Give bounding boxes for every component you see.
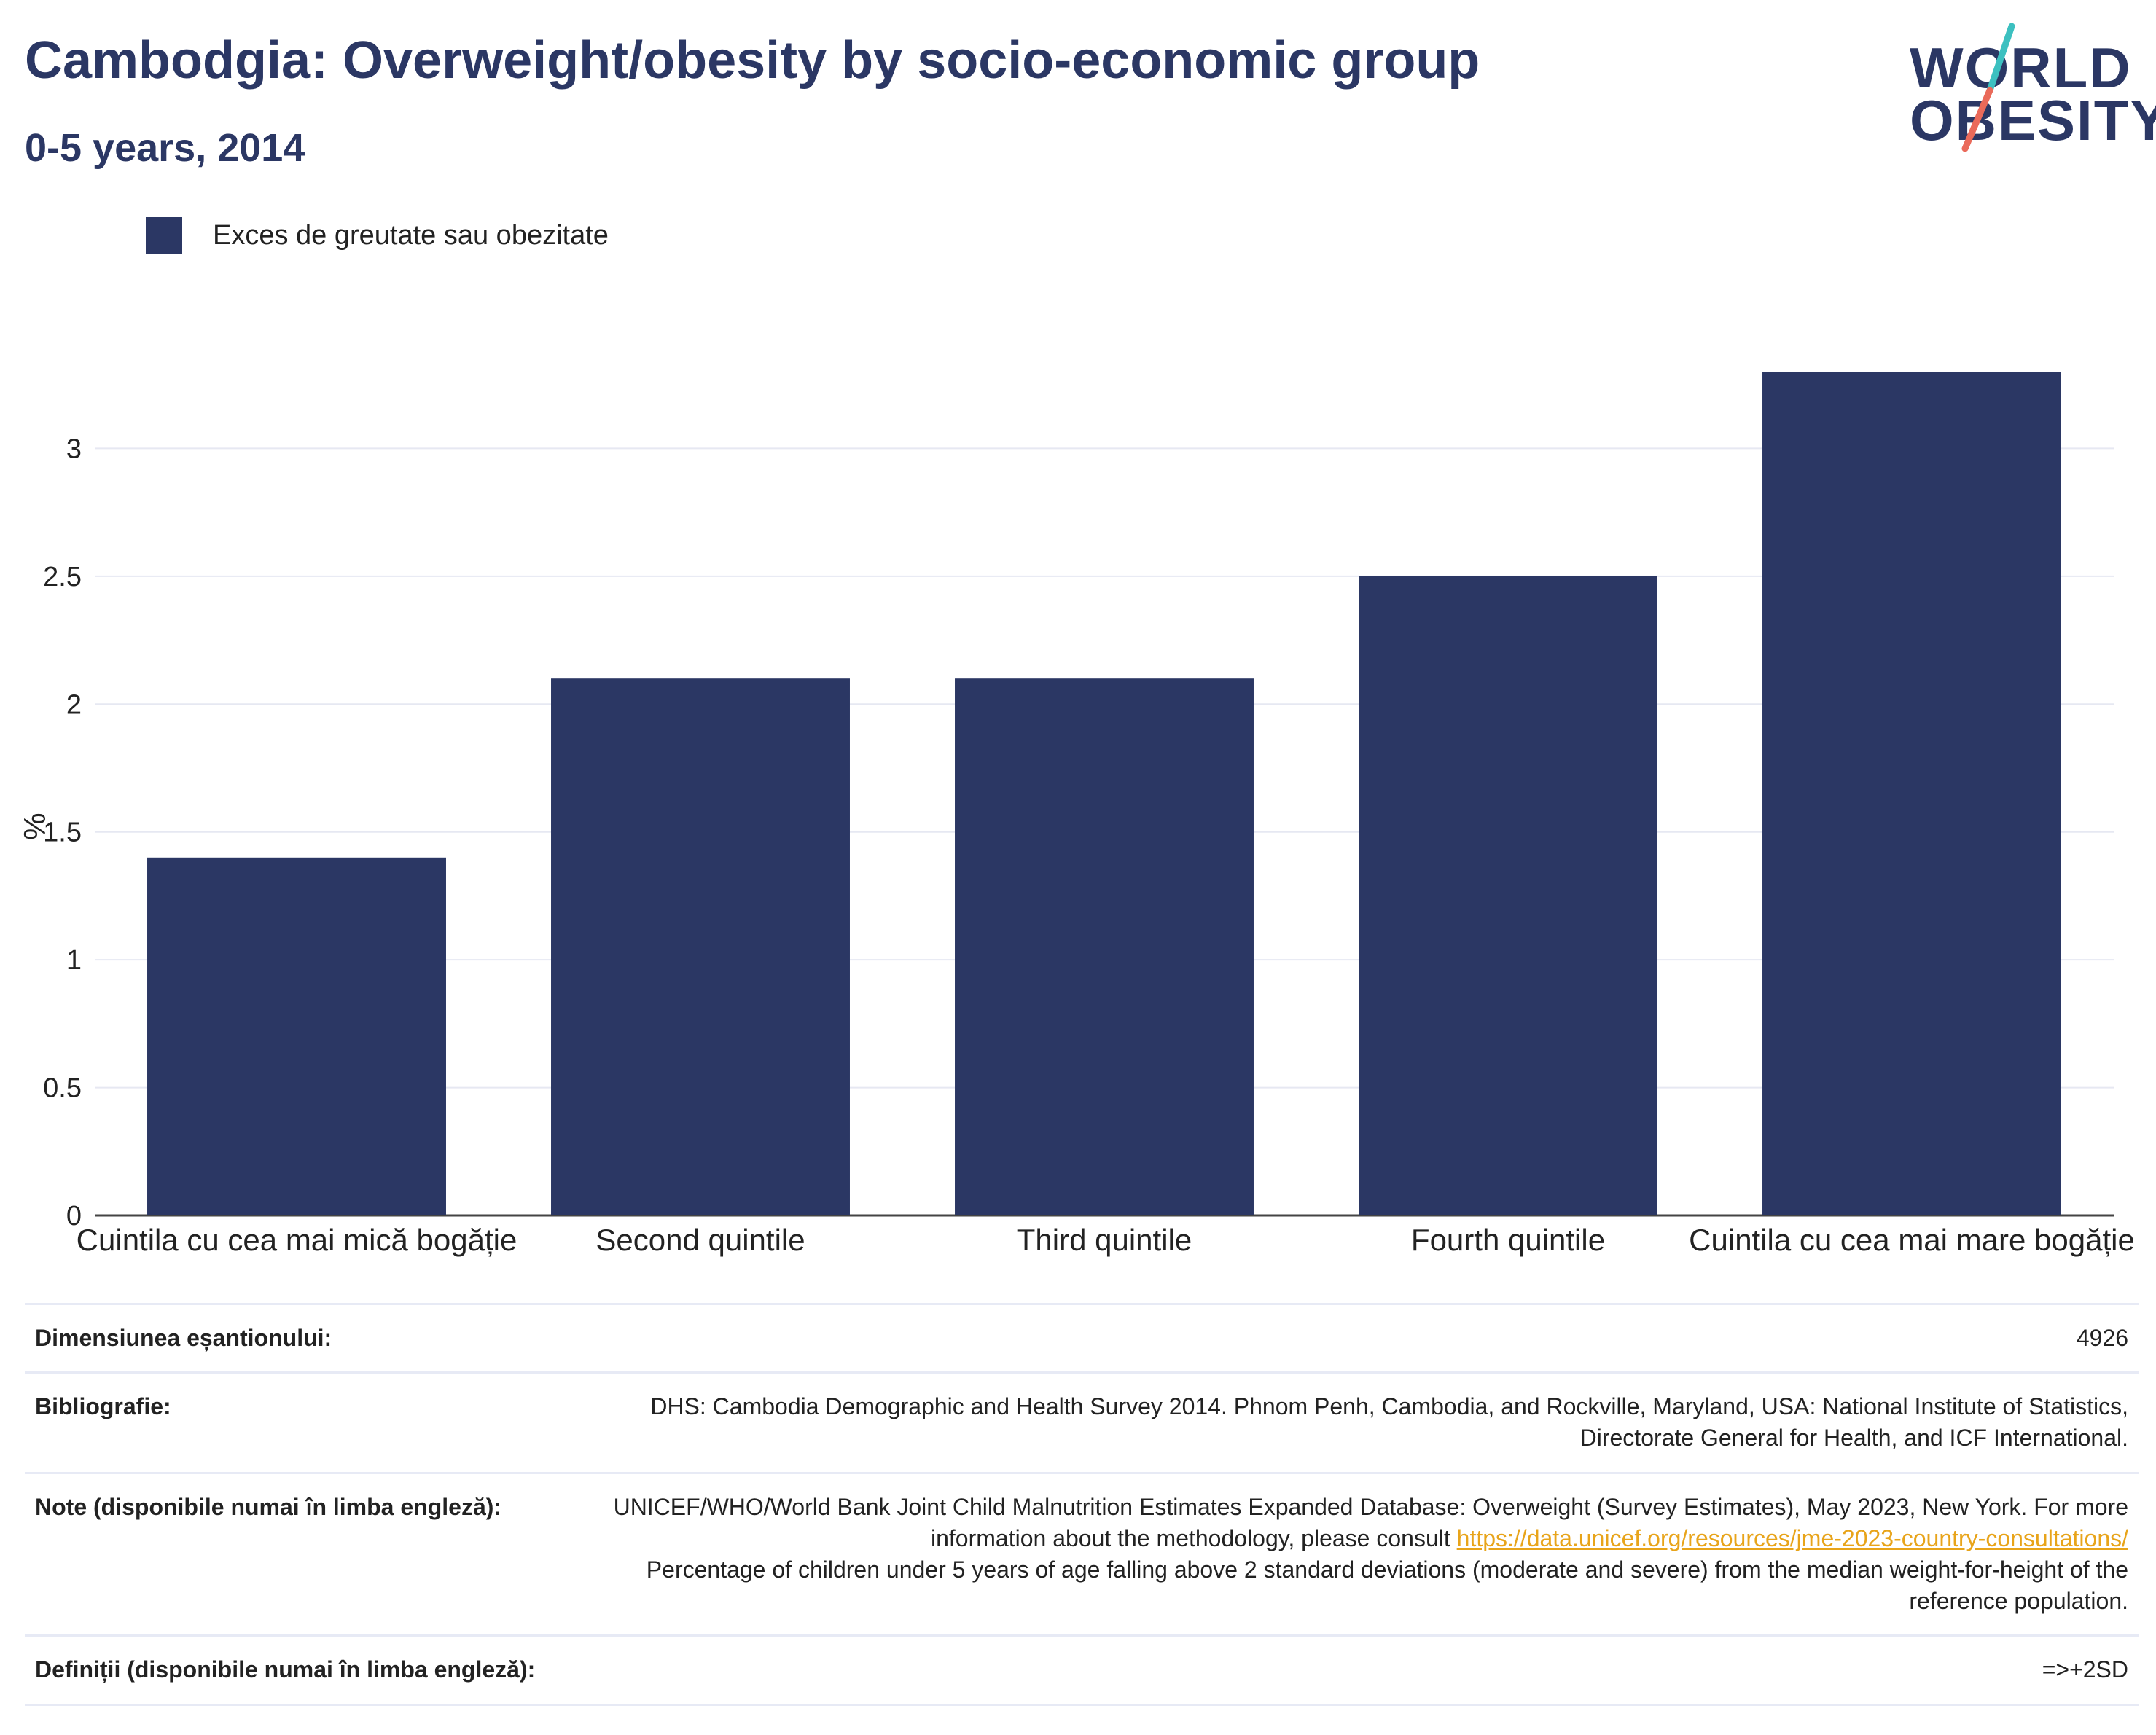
y-tick-label: 2.5: [43, 562, 82, 592]
y-tick-label: 3: [66, 434, 82, 464]
legend-swatch: [146, 217, 182, 254]
bar: [551, 678, 850, 1215]
world-obesity-logo: WORLD OBESITY: [1895, 19, 2156, 157]
legend-label: Exces de greutate sau obezitate: [213, 219, 609, 251]
y-tick-label: 0: [66, 1201, 82, 1231]
y-tick-label: 2: [66, 689, 82, 720]
notes-text-1: UNICEF/WHO/World Bank Joint Child Malnut…: [613, 1493, 2128, 1551]
definitions-label: Definiții (disponibile numai în limba en…: [25, 1634, 599, 1706]
sample-size-row: Dimensiunea eșantionului: 4926: [25, 1302, 2139, 1373]
notes-label: Note (disponibile numai în limba engleză…: [25, 1471, 599, 1636]
x-category-label: Cuintila cu cea mai mică bogăție: [77, 1223, 517, 1257]
sample-size-label: Dimensiunea eșantionului:: [25, 1302, 599, 1373]
x-category-label: Third quintile: [1017, 1223, 1192, 1257]
y-tick-label: 0.5: [43, 1073, 82, 1104]
notes-value: UNICEF/WHO/World Bank Joint Child Malnut…: [599, 1471, 2139, 1636]
bibliography-row: Bibliografie: DHS: Cambodia Demographic …: [25, 1371, 2139, 1473]
info-table: Dimensiunea eșantionului: 4926 Bibliogra…: [25, 1302, 2139, 1706]
logo-line-1: WORLD: [1910, 36, 2132, 100]
definitions-value: =>+2SD: [599, 1634, 2139, 1706]
bar-chart: 0 0.5 1 1.5 2 2.5 3 Cuintila cu cea mai mică b…: [17, 372, 2135, 1257]
bar: [955, 678, 1254, 1215]
x-axis-labels: Cuintila cu cea mai mică bogăție Second q…: [77, 1223, 2135, 1257]
notes-text-2: Percentage of children under 5 years of …: [646, 1556, 2128, 1615]
bibliography-value: DHS: Cambodia Demographic and Health Sur…: [599, 1371, 2139, 1473]
y-tick-label: 1: [66, 945, 82, 976]
bars: [147, 372, 2061, 1216]
chart-title: Cambodgia: Overweight/obesity by socio-e…: [25, 31, 1480, 90]
bar: [1762, 372, 2061, 1216]
logo-line-2: OBESITY: [1910, 88, 2156, 152]
logo-slash-icon: [1961, 23, 2015, 152]
x-category-label: Second quintile: [595, 1223, 805, 1257]
sample-size-value: 4926: [599, 1302, 2139, 1373]
y-axis-ticks: 0 0.5 1 1.5 2 2.5 3: [43, 434, 82, 1231]
notes-row: Note (disponibile numai în limba engleză…: [25, 1471, 2139, 1636]
legend: Exces de greutate sau obezitate: [146, 217, 609, 254]
x-category-label: Cuintila cu cea mai mare bogăție: [1689, 1223, 2135, 1257]
bar: [1359, 576, 1657, 1215]
x-category-label: Fourth quintile: [1411, 1223, 1605, 1257]
y-tick-label: 1.5: [43, 818, 82, 848]
definitions-row: Definiții (disponibile numai în limba en…: [25, 1634, 2139, 1706]
y-axis-title: %: [17, 812, 52, 839]
bibliography-label: Bibliografie:: [25, 1371, 599, 1473]
bar: [147, 857, 446, 1215]
chart-subtitle: 0-5 years, 2014: [25, 126, 305, 170]
methodology-link[interactable]: https://data.unicef.org/resources/jme-20…: [1456, 1524, 2128, 1551]
